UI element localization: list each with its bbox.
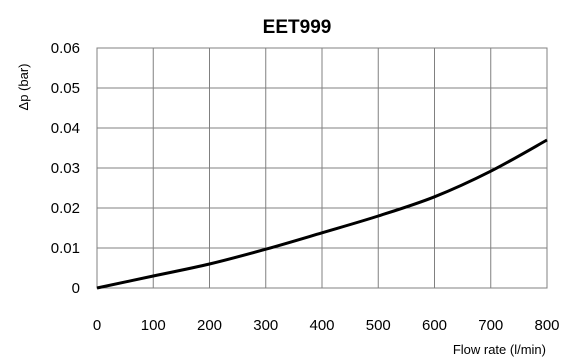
x-tick-labels: 0 100 200 300 400 500 600 700 800 (93, 317, 560, 334)
y-tick-label: 0.04 (51, 120, 80, 137)
y-tick-label: 0.06 (51, 40, 80, 57)
chart-title: EET999 (263, 17, 332, 38)
y-tick-label: 0.03 (51, 160, 80, 177)
x-tick-label: 100 (141, 317, 166, 334)
plot-frame (96, 47, 548, 289)
y-tick-labels: 0 0.01 0.02 0.03 0.04 0.05 0.06 (51, 40, 80, 297)
series-group (96, 138, 548, 290)
grid (96, 47, 548, 289)
y-tick-label: 0 (72, 280, 80, 297)
x-tick-label: 600 (422, 317, 447, 334)
y-tick-label: 0.05 (51, 80, 80, 97)
x-tick-label: 200 (197, 317, 222, 334)
y-axis-label: Δp (bar) (16, 64, 31, 111)
x-axis-label: Flow rate (l/min) (453, 342, 546, 357)
x-tick-label: 300 (253, 317, 278, 334)
x-tick-label: 400 (309, 317, 334, 334)
y-tick-label: 0.01 (51, 240, 80, 257)
x-tick-label: 800 (534, 317, 559, 334)
x-tick-label: 0 (93, 317, 101, 334)
x-tick-label: 500 (366, 317, 391, 334)
x-tick-label: 700 (478, 317, 503, 334)
y-tick-label: 0.02 (51, 200, 80, 217)
series-line (96, 138, 548, 290)
